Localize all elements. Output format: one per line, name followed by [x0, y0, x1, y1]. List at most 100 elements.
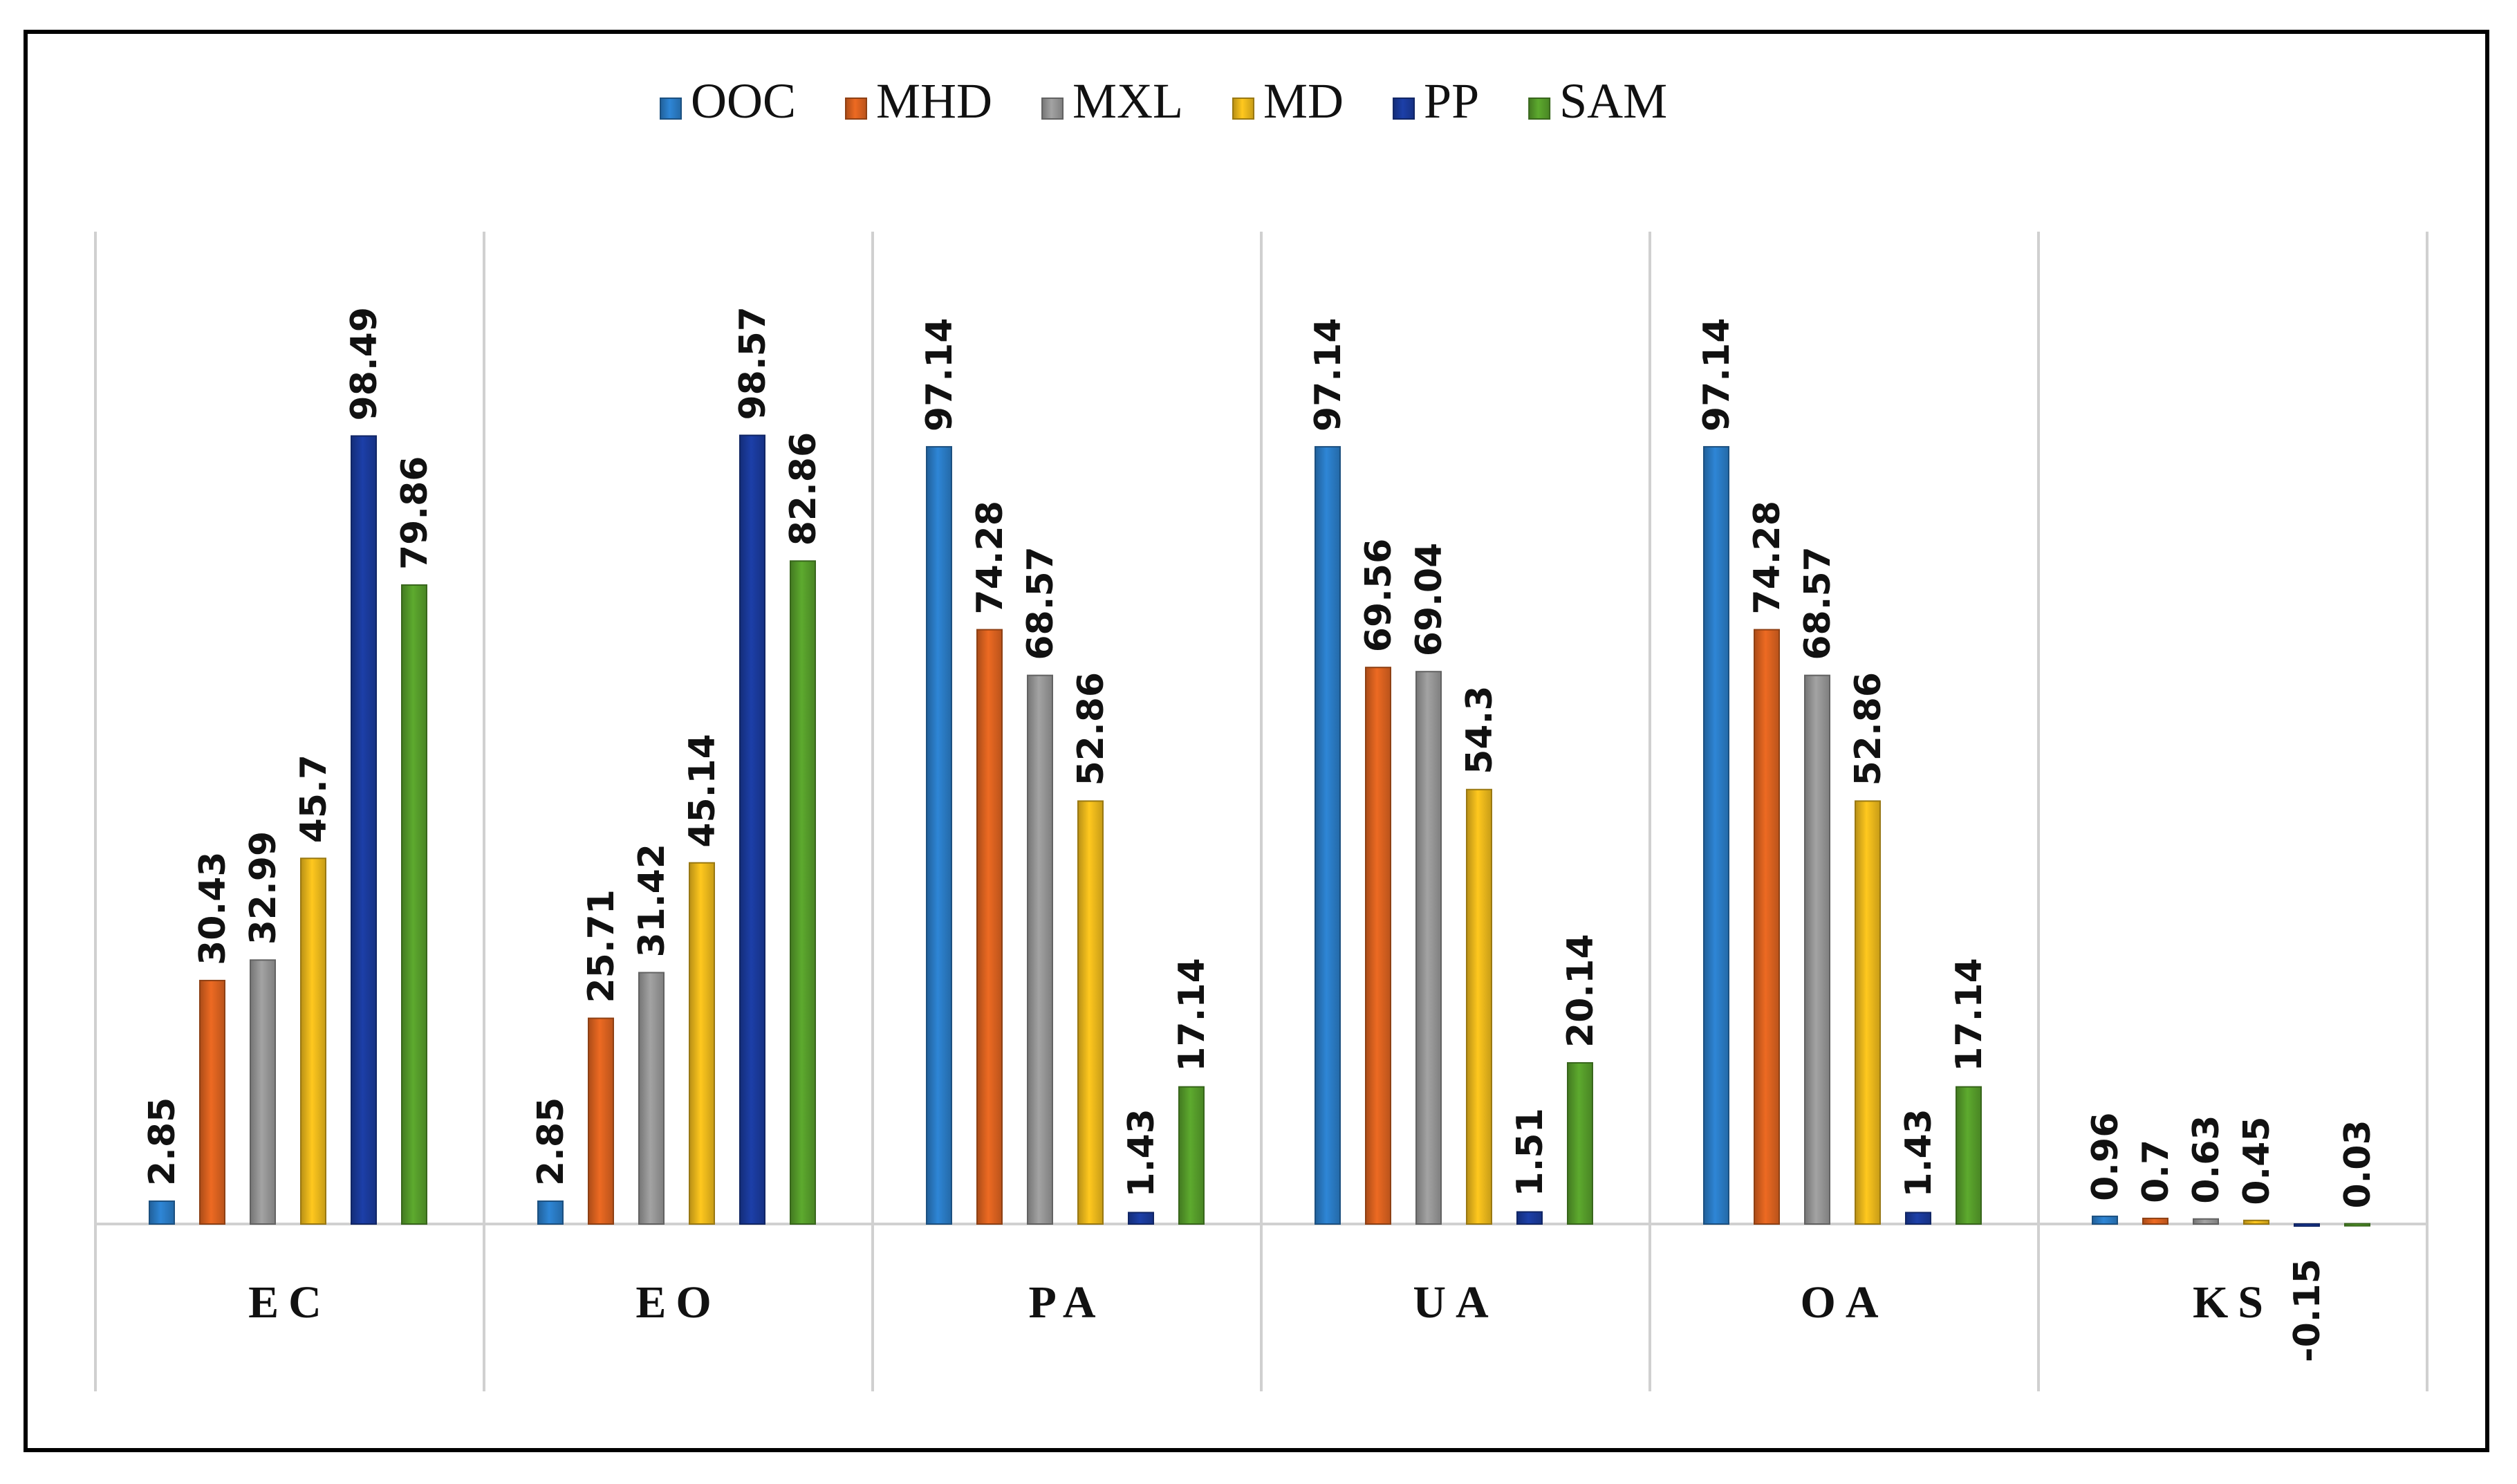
bar-md-pa	[1077, 800, 1104, 1225]
bar-mxl-pa	[1027, 674, 1053, 1225]
category-label-ks: KS	[2193, 1277, 2273, 1328]
data-label-mxl-pa: 68.57	[1020, 546, 1061, 660]
data-label-mhd-eo: 25.71	[581, 889, 622, 1003]
category-label-pa: PA	[1028, 1277, 1105, 1328]
data-label-pp-oa: 1.43	[1898, 1109, 1940, 1197]
legend-label: OOC	[691, 73, 796, 129]
data-label-md-ec: 45.7	[293, 754, 335, 843]
legend-item-ooc: OOC	[660, 73, 796, 129]
chart-frame	[24, 30, 2489, 1452]
data-label-ooc-oa: 97.14	[1696, 318, 1738, 432]
bar-sam-ks	[2344, 1223, 2370, 1227]
legend-item-mxl: MXL	[1041, 73, 1183, 129]
legend: OOC MHD MXL MD PP SAM	[660, 73, 1667, 129]
data-label-pp-pa: 1.43	[1121, 1109, 1162, 1197]
bar-md-ks	[2243, 1219, 2269, 1225]
category-label-oa: OA	[1801, 1277, 1888, 1328]
legend-swatch	[1528, 98, 1551, 120]
legend-label: MD	[1263, 73, 1344, 129]
category-label-ua: UA	[1413, 1277, 1498, 1328]
bar-sam-oa	[1956, 1086, 1982, 1225]
bar-mxl-ec	[250, 959, 276, 1225]
legend-item-pp: PP	[1393, 73, 1479, 129]
bar-ooc-eo	[537, 1200, 564, 1225]
legend-item-md: MD	[1232, 73, 1344, 129]
data-label-pp-eo: 98.57	[732, 306, 774, 420]
data-label-mhd-pa: 74.28	[969, 501, 1011, 614]
data-label-sam-ua: 20.14	[1560, 934, 1601, 1047]
data-label-md-ks: 0.45	[2236, 1116, 2278, 1205]
data-label-mxl-ua: 69.04	[1409, 543, 1450, 656]
bar-mhd-oa	[1754, 629, 1780, 1225]
data-label-ooc-ua: 97.14	[1308, 318, 1349, 432]
bar-ooc-ua	[1315, 446, 1341, 1225]
data-label-pp-ks: -0.15	[2287, 1259, 2328, 1362]
data-label-md-ua: 54.3	[1459, 685, 1501, 774]
data-label-pp-ec: 98.49	[344, 307, 385, 420]
category-label-eo: EO	[635, 1277, 721, 1328]
legend-label: PP	[1424, 73, 1479, 129]
bar-mxl-ua	[1415, 671, 1442, 1225]
bar-mhd-ec	[199, 979, 225, 1225]
bar-md-oa	[1855, 800, 1881, 1225]
bar-mhd-pa	[976, 629, 1003, 1225]
bar-pp-ua	[1516, 1211, 1543, 1225]
data-label-mxl-ec: 32.99	[243, 831, 284, 945]
data-label-ooc-ec: 2.85	[142, 1097, 183, 1186]
data-label-md-eo: 45.14	[682, 734, 723, 847]
data-label-pp-ua: 1.51	[1510, 1108, 1551, 1196]
legend-swatch	[1393, 98, 1415, 120]
data-label-md-oa: 52.86	[1848, 672, 1889, 786]
bar-pp-ks	[2294, 1223, 2320, 1227]
bar-mxl-eo	[638, 972, 665, 1225]
data-label-sam-ks: 0.03	[2337, 1120, 2379, 1208]
legend-swatch	[660, 98, 682, 120]
legend-swatch	[1232, 98, 1255, 120]
data-label-ooc-eo: 2.85	[530, 1097, 572, 1186]
category-dividers	[94, 232, 2428, 1391]
data-label-mxl-eo: 31.42	[631, 844, 673, 957]
category-label-ec: EC	[248, 1277, 331, 1328]
bar-mhd-ks	[2142, 1217, 2168, 1225]
data-label-md-pa: 52.86	[1070, 672, 1112, 786]
legend-label: SAM	[1559, 73, 1667, 129]
legend-swatch	[845, 98, 868, 120]
bar-ooc-pa	[926, 446, 952, 1225]
bar-sam-ua	[1567, 1061, 1593, 1225]
bar-pp-eo	[739, 434, 765, 1225]
data-label-sam-oa: 17.14	[1949, 958, 1990, 1071]
bar-mxl-oa	[1804, 674, 1830, 1225]
bar-md-ua	[1466, 788, 1492, 1225]
data-label-mxl-ks: 0.63	[2186, 1115, 2227, 1203]
legend-item-mhd: MHD	[845, 73, 992, 129]
bar-pp-ec	[351, 435, 377, 1225]
data-label-ooc-pa: 97.14	[919, 318, 960, 432]
data-label-sam-pa: 17.14	[1171, 958, 1213, 1071]
data-label-mhd-oa: 74.28	[1747, 501, 1788, 614]
bar-sam-pa	[1178, 1086, 1205, 1225]
bar-pp-oa	[1905, 1212, 1931, 1225]
data-label-sam-eo: 82.86	[783, 432, 824, 546]
bar-ooc-ks	[2092, 1215, 2118, 1225]
legend-label: MHD	[876, 73, 992, 129]
data-label-mhd-ks: 0.7	[2135, 1140, 2177, 1203]
data-label-sam-ec: 79.86	[394, 456, 436, 570]
legend-swatch	[1041, 98, 1064, 120]
data-label-mhd-ec: 30.43	[192, 851, 234, 965]
bar-mhd-ua	[1365, 667, 1391, 1225]
bars-layer	[149, 434, 2370, 1227]
bar-md-eo	[689, 862, 715, 1225]
legend-item-sam: SAM	[1528, 73, 1667, 129]
legend-label: MXL	[1072, 73, 1183, 129]
bar-mhd-eo	[588, 1017, 614, 1225]
data-label-mxl-oa: 68.57	[1797, 546, 1839, 660]
bar-md-ec	[300, 857, 326, 1225]
bar-mxl-ks	[2193, 1218, 2219, 1225]
data-label-ooc-ks: 0.96	[2085, 1113, 2126, 1201]
data-label-mhd-ua: 69.56	[1358, 539, 1400, 652]
category-labels-layer: EC EO PA UA OA KS	[248, 1277, 2273, 1328]
bar-pp-pa	[1128, 1212, 1154, 1225]
bar-ooc-oa	[1703, 446, 1729, 1225]
